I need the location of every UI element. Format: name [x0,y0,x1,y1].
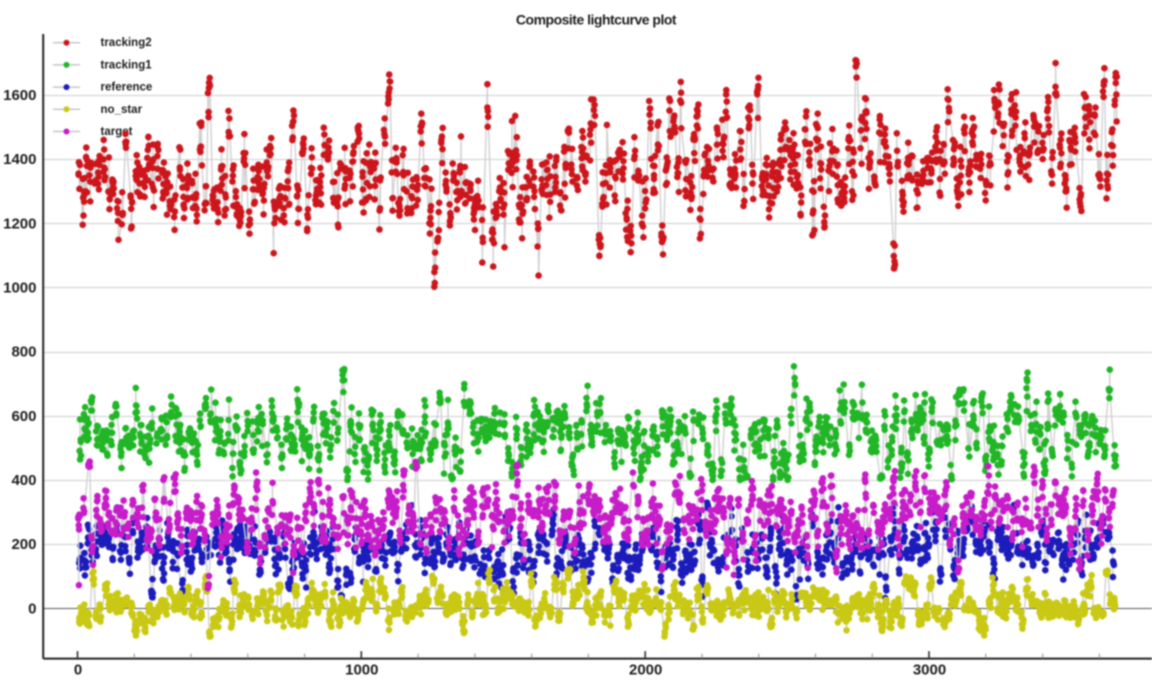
svg-text:tracking2: tracking2 [101,37,152,49]
svg-text:2000: 2000 [629,662,662,679]
svg-text:1000: 1000 [345,662,378,679]
svg-text:reference: reference [101,82,153,94]
svg-text:tracking1: tracking1 [101,59,153,71]
svg-text:800: 800 [11,344,36,361]
svg-text:no_star: no_star [101,104,143,116]
svg-text:600: 600 [11,408,36,425]
svg-text:3000: 3000 [913,662,946,679]
svg-text:Composite lightcurve plot: Composite lightcurve plot [516,12,677,28]
svg-text:1600: 1600 [3,87,36,104]
svg-text:1400: 1400 [3,151,36,168]
svg-text:1200: 1200 [3,215,36,232]
svg-text:400: 400 [11,472,36,489]
svg-text:0: 0 [74,662,82,679]
svg-text:0: 0 [28,600,36,617]
svg-text:200: 200 [11,536,36,553]
svg-text:1000: 1000 [3,280,36,297]
